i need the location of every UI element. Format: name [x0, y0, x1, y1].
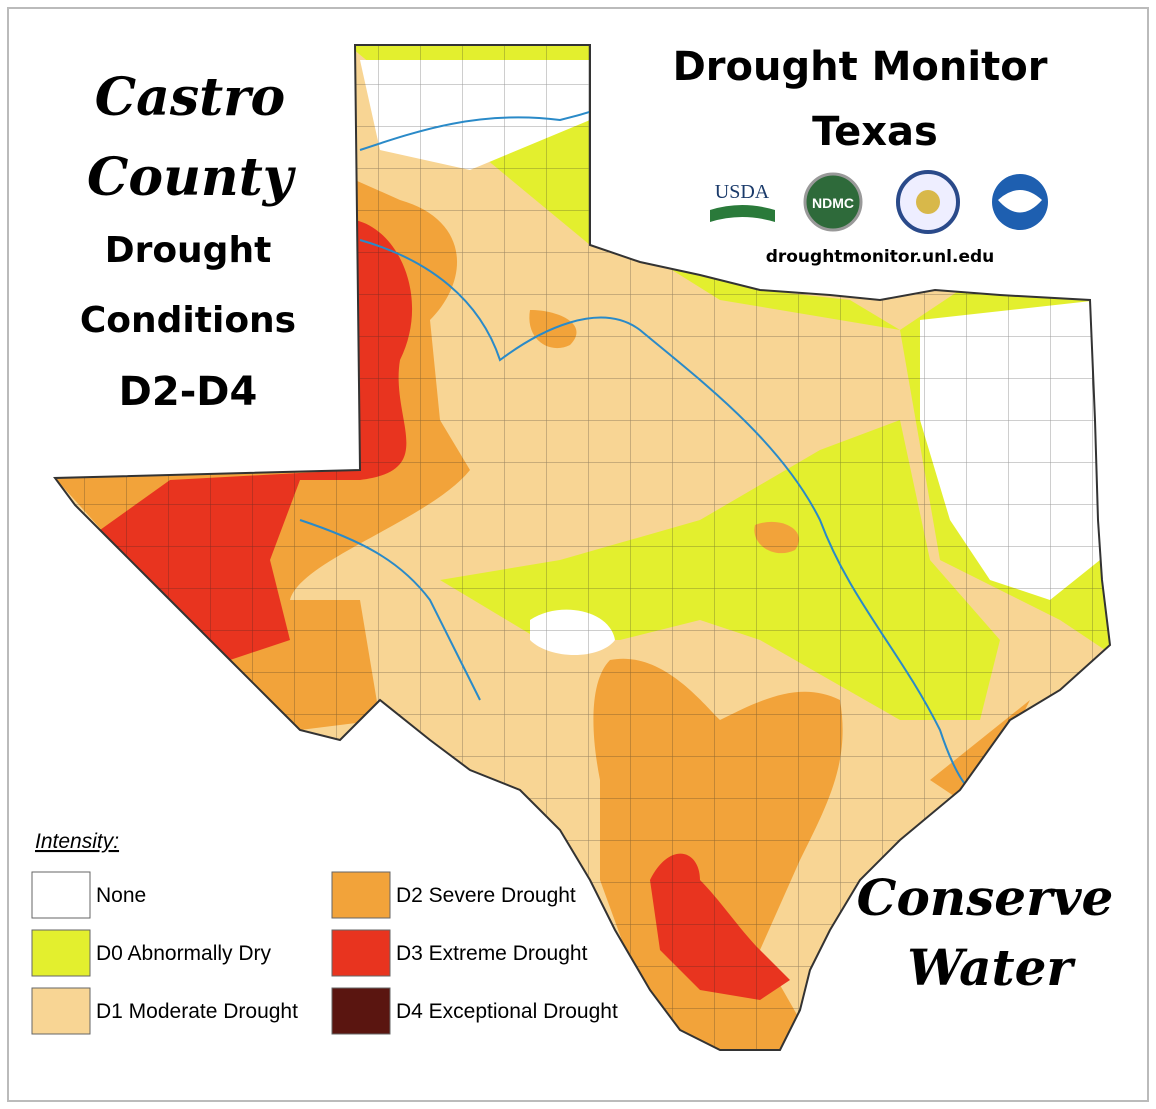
title-line: Castro — [95, 67, 285, 128]
slogan-line: Water — [907, 938, 1076, 997]
legend-label: D4 Exceptional Drought — [396, 1000, 618, 1023]
logo-bird — [998, 190, 1042, 213]
river — [359, 239, 971, 791]
logo-circle — [803, 172, 863, 232]
legend-label: D1 Moderate Drought — [96, 1000, 298, 1023]
legend: None D0 Abnormally Dry D1 Moderate Drought… — [31, 871, 618, 1035]
subtitle-line: D2-D4 — [119, 369, 258, 415]
logos: USDA NDMC — [710, 170, 1048, 234]
logo-usda: USDA — [715, 181, 770, 203]
logo-circle — [916, 190, 940, 214]
logo-ndmc: NDMC — [812, 195, 854, 211]
legend-swatch — [31, 929, 91, 977]
legend-swatch — [31, 987, 91, 1035]
legend-swatch — [331, 871, 391, 919]
legend-label: D3 Extreme Drought — [396, 942, 588, 965]
legend-swatch — [331, 929, 391, 977]
legend-title: Intensity: — [35, 830, 119, 853]
header-url: droughtmonitor.unl.edu — [766, 247, 995, 267]
legend-swatch — [31, 871, 91, 919]
title-line: County — [87, 147, 297, 208]
logo-swoosh — [710, 205, 775, 222]
header-line: Drought Monitor — [673, 44, 1048, 90]
legend-swatch — [331, 987, 391, 1035]
legend-label: D0 Abnormally Dry — [96, 942, 272, 965]
subtitle-line: Drought — [105, 230, 272, 271]
subtitle-line: Conditions — [80, 300, 296, 341]
header-line: Texas — [812, 109, 938, 155]
slogan-line: Conserve — [857, 868, 1114, 927]
legend-label: None — [96, 884, 146, 907]
legend-label: D2 Severe Drought — [396, 884, 576, 907]
river — [299, 519, 481, 701]
